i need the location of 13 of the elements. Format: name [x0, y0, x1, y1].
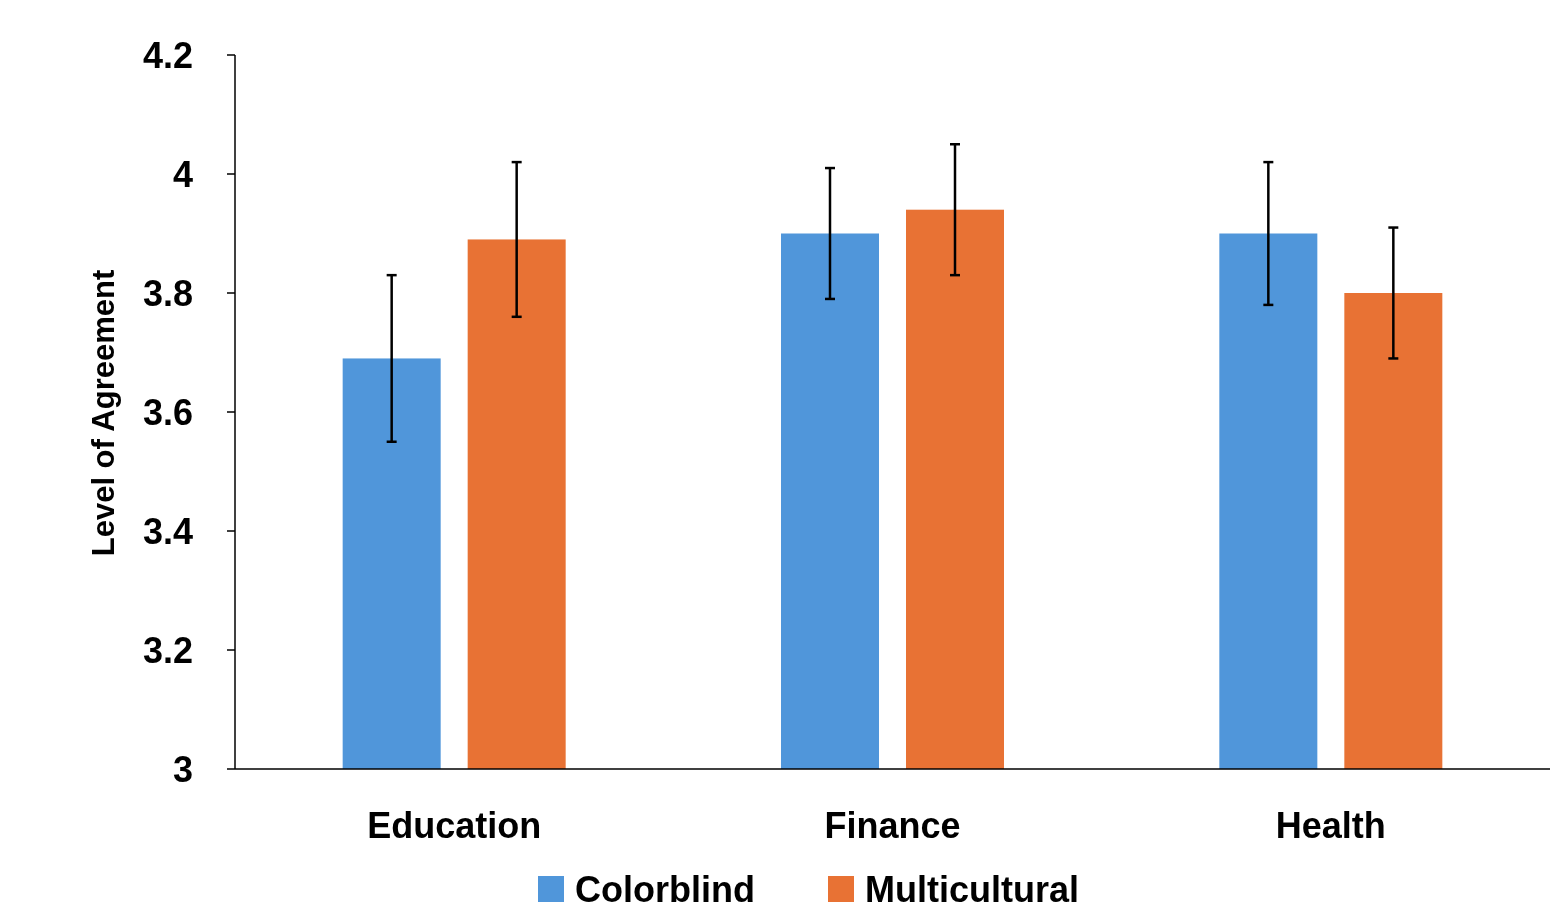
- legend-label: Multicultural: [865, 869, 1079, 910]
- y-tick-label: 3.8: [142, 272, 193, 314]
- x-tick-label: Health: [1275, 805, 1386, 846]
- x-tick-label: Finance: [824, 805, 961, 846]
- legend-label: Colorblind: [575, 869, 755, 910]
- y-tick-label: 4.2: [142, 34, 193, 76]
- y-tick-label: 3: [172, 748, 193, 790]
- y-tick-label: 4: [172, 153, 193, 195]
- x-tick-label: Education: [367, 805, 542, 846]
- y-tick-label: 3.4: [142, 510, 193, 552]
- y-axis-title: Level of Agreement: [86, 269, 121, 557]
- y-tick-label: 3.6: [142, 391, 193, 433]
- y-tick-label: 3.2: [142, 629, 193, 671]
